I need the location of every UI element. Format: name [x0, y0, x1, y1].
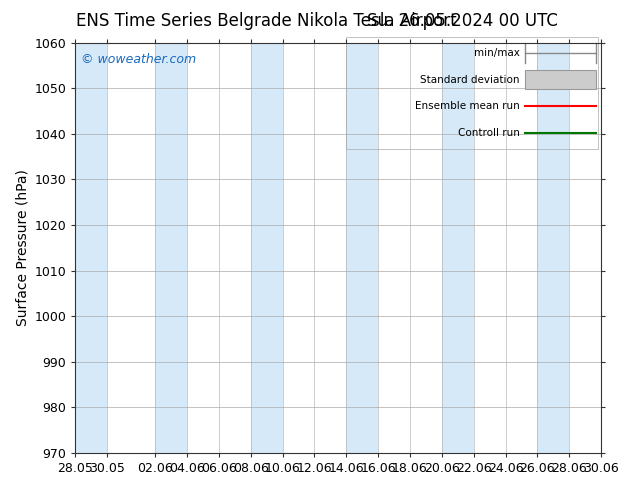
- Bar: [442, 43, 474, 453]
- Bar: [250, 43, 283, 453]
- Bar: [346, 37, 598, 149]
- Y-axis label: Surface Pressure (hPa): Surface Pressure (hPa): [15, 170, 29, 326]
- Bar: [75, 43, 107, 453]
- Text: Controll run: Controll run: [458, 128, 520, 138]
- Bar: [538, 43, 569, 453]
- Text: min/max: min/max: [474, 48, 520, 58]
- Text: Su. 26.05.2024 00 UTC: Su. 26.05.2024 00 UTC: [367, 12, 558, 30]
- Text: ENS Time Series Belgrade Nikola Tesla Airport: ENS Time Series Belgrade Nikola Tesla Ai…: [76, 12, 456, 30]
- Text: Standard deviation: Standard deviation: [420, 74, 520, 85]
- Text: Ensemble mean run: Ensemble mean run: [415, 101, 520, 111]
- Bar: [155, 43, 187, 453]
- Bar: [346, 43, 378, 453]
- Bar: [525, 71, 596, 89]
- Text: © woweather.com: © woweather.com: [81, 53, 196, 66]
